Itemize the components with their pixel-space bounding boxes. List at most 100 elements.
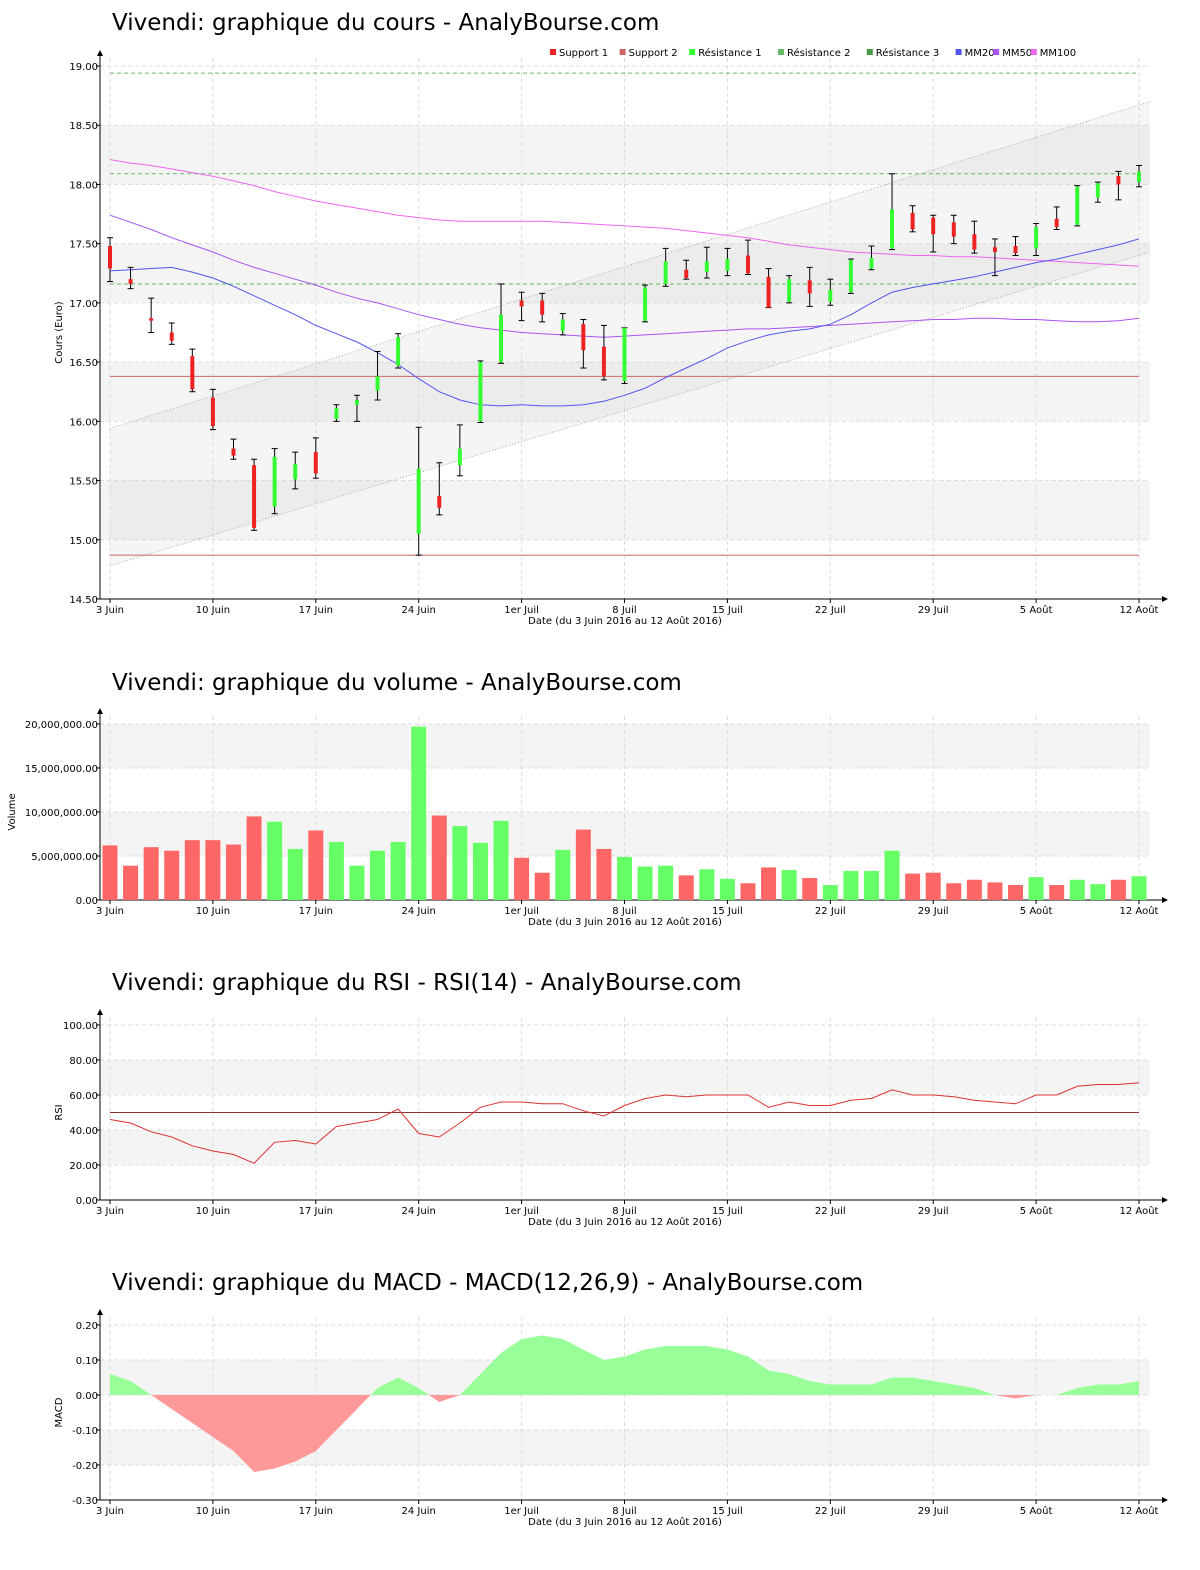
macd-xtick-label: 1er Juil: [504, 1506, 539, 1517]
rsi-xtick-label: 29 Juil: [918, 1206, 949, 1217]
volume-bar: [740, 883, 756, 900]
candle-body: [931, 217, 936, 235]
candle-body: [169, 332, 174, 341]
volume-y-arrow: [97, 708, 103, 714]
volume-bar: [617, 856, 632, 900]
volume-ytick-label: 0.00: [76, 896, 98, 907]
volume-bar: [452, 826, 468, 900]
candle-body: [725, 259, 730, 271]
volume-bar: [987, 882, 1003, 900]
rsi-xtick-label: 1er Juil: [504, 1206, 539, 1217]
volume-xtick-label: 15 Juil: [712, 906, 743, 917]
volume-bar: [575, 829, 591, 900]
volume-bar: [370, 850, 386, 900]
macd-area-negative: [429, 1395, 460, 1402]
volume-bar: [267, 821, 283, 900]
macd-xtick-label: 17 Juin: [299, 1506, 333, 1517]
volume-xtick-label: 12 Août: [1120, 905, 1159, 917]
price-chart: 14.50 15.00 15.50 16.00 16.50 17.00 17.50 18.00…: [54, 47, 1168, 627]
rsi-y-arrow: [97, 1009, 103, 1015]
volume-x-arrow: [1162, 897, 1168, 903]
volume-bar: [863, 870, 879, 900]
volume-bar: [925, 872, 941, 900]
candle-body: [910, 212, 915, 230]
volume-bar: [246, 816, 262, 900]
candle-body: [149, 318, 154, 321]
macd-xtick-label: 8 Juil: [612, 1506, 636, 1517]
candle-body: [519, 300, 524, 307]
volume-xlabel: Date (du 3 Juin 2016 au 12 Août 2016): [528, 916, 722, 928]
candle-body: [848, 260, 853, 293]
volume-bar: [843, 870, 859, 900]
rsi-x-arrow: [1162, 1197, 1168, 1203]
volume-ytick-label: 10,000,000.00: [25, 808, 98, 819]
macd-xtick-label: 5 Août: [1020, 1505, 1053, 1517]
candle-body: [190, 356, 195, 390]
volume-bar: [1049, 885, 1065, 900]
price-y-arrow: [97, 50, 103, 56]
volume-bar: [637, 866, 653, 900]
macd-area-negative: [994, 1395, 1037, 1399]
candle-body: [499, 314, 504, 363]
price-ylabel: Cours (Euro): [54, 301, 65, 364]
mm100-line: [109, 159, 1140, 267]
rsi-xtick-label: 22 Juil: [815, 1206, 846, 1217]
rsi-xtick-label: 17 Juin: [299, 1206, 333, 1217]
mm20-line: [109, 238, 1140, 407]
candle-body: [128, 279, 133, 284]
volume-bar: [678, 875, 694, 900]
volume-bar: [884, 850, 900, 900]
legend-swatch: [778, 49, 784, 55]
volume-xtick-label: 17 Juin: [299, 906, 333, 917]
volume-ytick-label: 15,000,000.00: [25, 764, 98, 775]
trend-line-lower: [109, 251, 1151, 567]
rsi-ytick-label: 60.00: [69, 1091, 98, 1102]
macd-chart-title: Vivendi: graphique du MACD - MACD(12,26,…: [112, 1270, 864, 1296]
candle-body: [1013, 246, 1018, 254]
candle-body: [108, 246, 112, 269]
volume-bar: [699, 869, 715, 900]
legend-label: MM100: [1040, 48, 1076, 59]
legend-swatch: [955, 49, 962, 55]
price-xtick-label: 24 Juin: [402, 605, 436, 616]
macd-ylabel: MACD: [54, 1397, 65, 1427]
volume-ylabel: Volume: [7, 793, 18, 830]
macd-ytick-label: 0.20: [76, 1321, 98, 1332]
macd-xtick-label: 15 Juil: [712, 1506, 743, 1517]
candle-body: [869, 257, 874, 269]
rsi-ytick-label: 40.00: [69, 1126, 98, 1137]
candle-body: [622, 327, 627, 382]
candle-body: [787, 279, 792, 302]
rsi-ylabel: RSI: [54, 1104, 65, 1120]
price-ytick-label: 15.50: [69, 477, 98, 488]
rsi-xtick-label: 5 Août: [1020, 1205, 1053, 1217]
candle-body: [951, 222, 956, 237]
candle-body: [210, 397, 215, 427]
volume-xtick-label: 5 Août: [1020, 905, 1053, 917]
volume-bar: [1090, 884, 1106, 900]
volume-bar: [514, 857, 530, 900]
macd-chart: -0.30 -0.20 -0.10 0.00 0.10 0.20 3 Juin 10 Juin…: [54, 1309, 1168, 1528]
price-ytick-label: 16.50: [69, 358, 98, 369]
volume-bar: [1069, 879, 1085, 900]
price-xlabel: Date (du 3 Juin 2016 au 12 Août 2016): [528, 615, 722, 627]
candle-body: [478, 362, 483, 422]
candle-body: [992, 247, 997, 252]
volume-bar: [205, 840, 221, 900]
macd-area-positive: [1036, 1381, 1139, 1395]
candle-body: [540, 300, 545, 315]
rsi-xtick-label: 8 Juil: [612, 1206, 636, 1217]
macd-ytick-label: -0.20: [72, 1461, 98, 1472]
macd-xtick-label: 12 Août: [1120, 1505, 1159, 1517]
legend-label: Résistance 3: [876, 47, 939, 59]
candle-body: [437, 495, 442, 508]
price-ytick-label: 14.50: [69, 595, 98, 606]
volume-bar: [822, 885, 838, 900]
price-xtick-label: 12 Août: [1120, 604, 1159, 616]
rsi-xtick-label: 10 Juin: [196, 1206, 230, 1217]
volume-bar: [555, 849, 571, 900]
rsi-xtick-label: 15 Juil: [712, 1206, 743, 1217]
candle-body: [890, 209, 895, 249]
candle-body: [1116, 176, 1121, 185]
legend-swatch: [1030, 49, 1037, 55]
